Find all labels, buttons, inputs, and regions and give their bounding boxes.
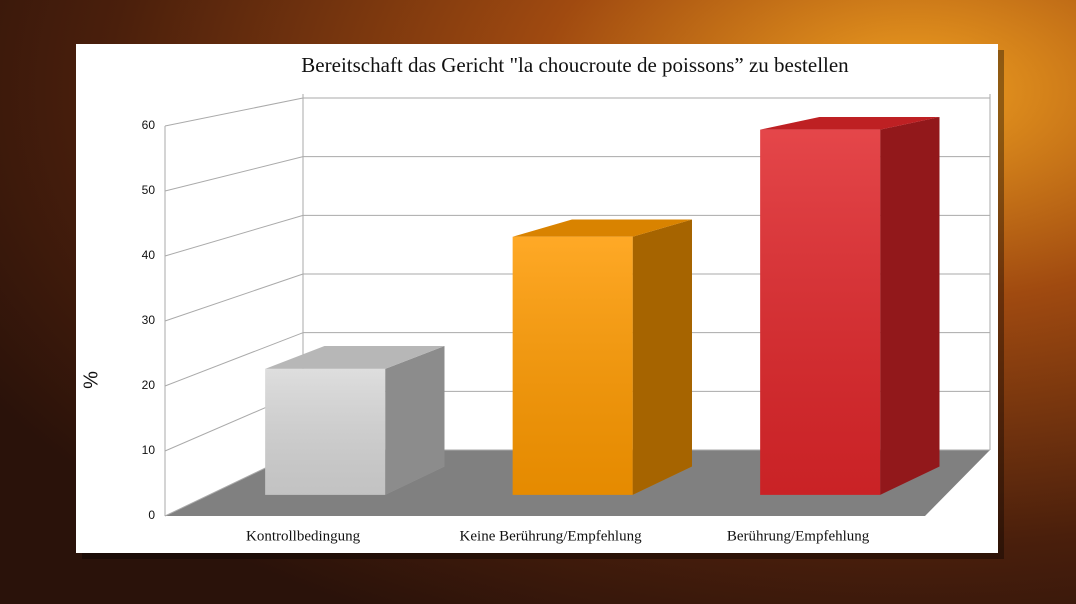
bar-top bbox=[760, 117, 940, 130]
grid-line bbox=[164, 97, 304, 127]
grid-line bbox=[164, 156, 304, 192]
bar-front-shade bbox=[512, 236, 633, 495]
y-tick-label: 10 bbox=[142, 443, 156, 457]
bar-top bbox=[265, 346, 445, 369]
bar-side bbox=[632, 219, 692, 495]
y-tick-label: 20 bbox=[142, 378, 156, 392]
grid-line bbox=[164, 214, 304, 257]
bar-top-shade bbox=[760, 117, 940, 130]
y-axis-label: % bbox=[80, 371, 102, 389]
y-tick-label: 50 bbox=[142, 183, 156, 197]
x-tick-label: Berührung/Empfehlung bbox=[727, 528, 870, 544]
bar bbox=[512, 219, 692, 495]
bar bbox=[760, 117, 940, 495]
bar-side bbox=[880, 117, 940, 495]
bar-top-shade bbox=[512, 219, 692, 237]
bar-front-shade bbox=[760, 129, 881, 495]
bar-side-shade bbox=[385, 346, 445, 495]
grid-line bbox=[164, 273, 304, 322]
x-tick-label: Keine Berührung/Empfehlung bbox=[460, 528, 643, 544]
bar-side-shade bbox=[880, 117, 940, 495]
bar-top-shade bbox=[265, 346, 445, 369]
y-tick-label: 0 bbox=[148, 508, 155, 522]
bar-front-shade bbox=[265, 368, 386, 495]
bar-top bbox=[512, 219, 692, 237]
bar-side-shade bbox=[632, 219, 692, 495]
y-tick-label: 30 bbox=[142, 313, 156, 327]
grid-line bbox=[164, 332, 304, 387]
y-tick-label: 60 bbox=[142, 118, 156, 132]
x-tick-label: Kontrollbedingung bbox=[246, 528, 361, 544]
bar-side bbox=[385, 346, 445, 495]
y-tick-label: 40 bbox=[142, 248, 156, 262]
plot-area: 0 10 20 30 40 50 60 Kontrollbedingung Keine Berü… bbox=[142, 94, 991, 544]
chart-title: Bereitschaft das Gericht "la choucroute … bbox=[301, 53, 849, 77]
bar bbox=[265, 346, 445, 495]
